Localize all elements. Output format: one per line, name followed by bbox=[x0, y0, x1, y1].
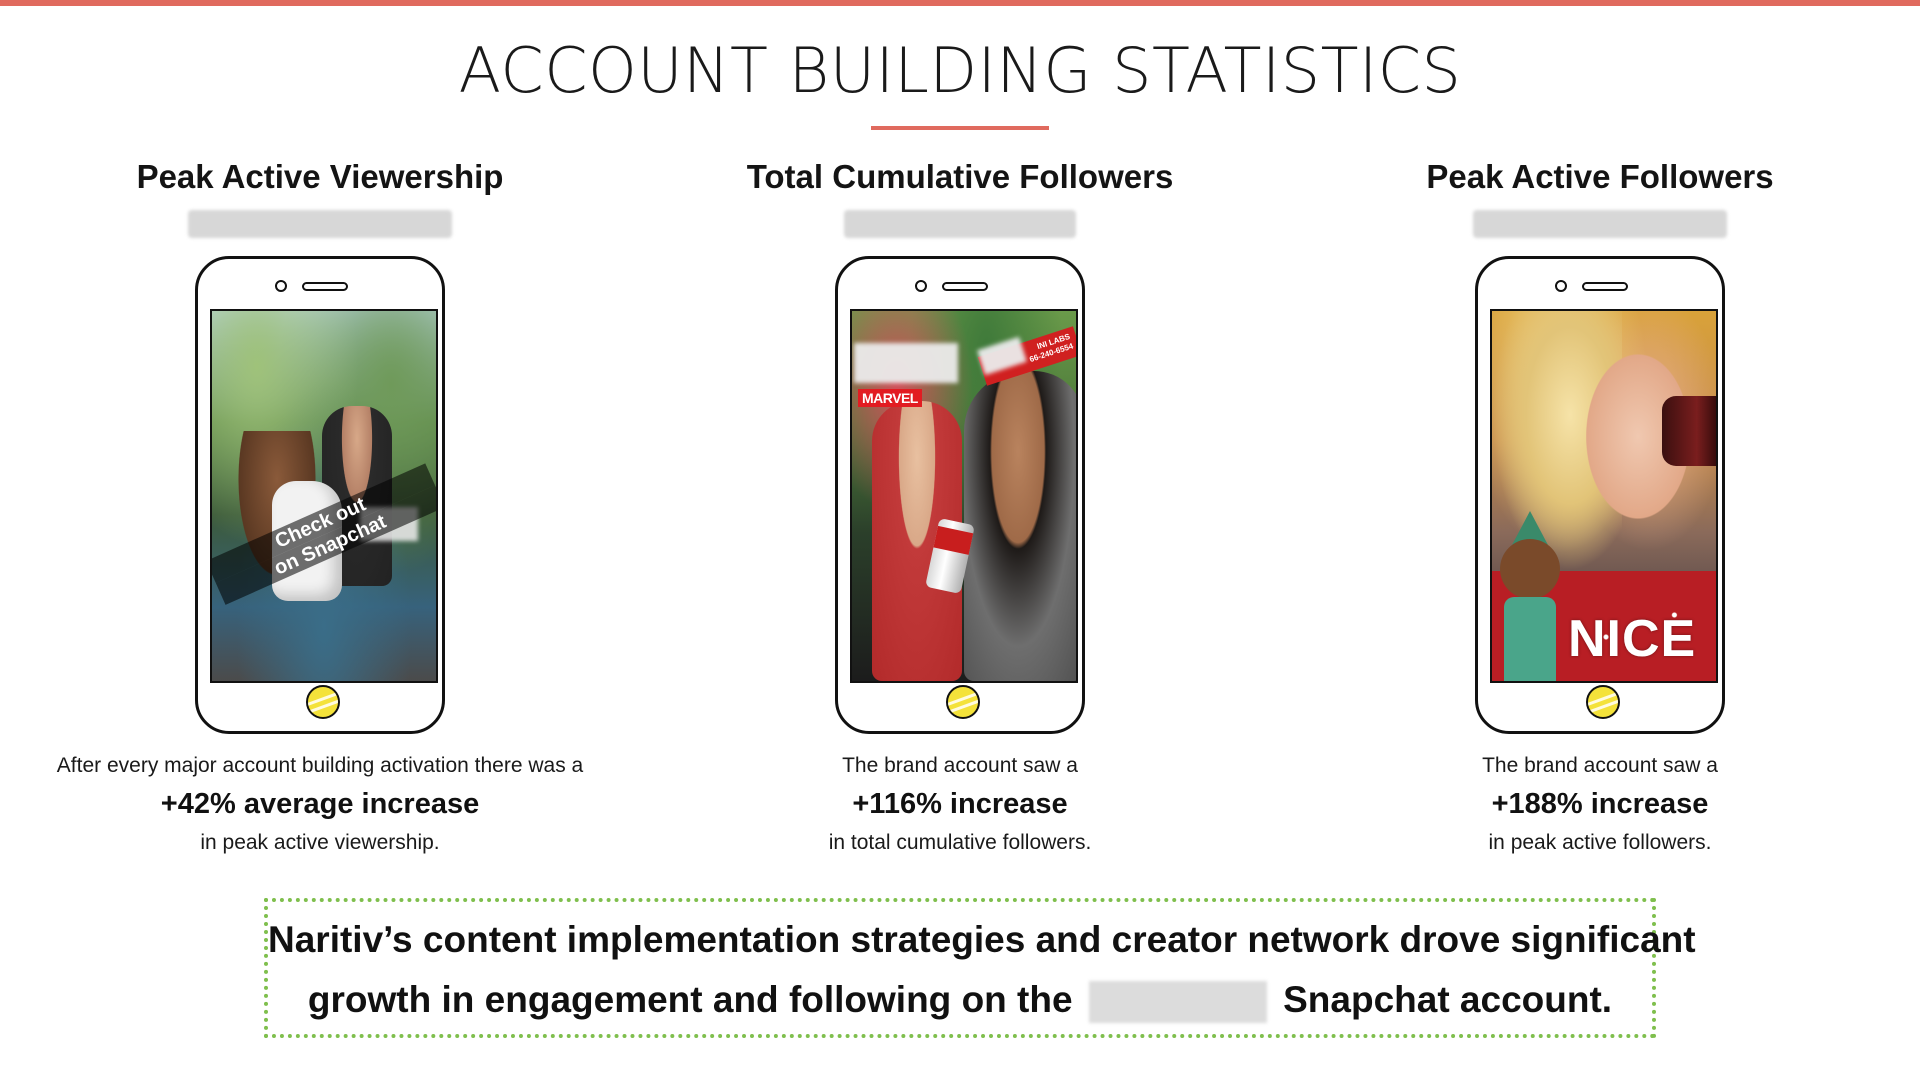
snapchat-screenshot: MARVEL INI LABS 66-240-6554 bbox=[850, 309, 1078, 683]
phone-mockup: Check out on Snapchat bbox=[195, 256, 445, 734]
stat-title: Peak Active Viewership bbox=[136, 158, 504, 195]
snapchat-screenshot: NICE bbox=[1490, 309, 1718, 683]
phone-speaker-icon bbox=[942, 282, 988, 291]
phone-camera-icon bbox=[915, 280, 927, 292]
elf-head bbox=[1500, 539, 1560, 599]
redacted-brand-name bbox=[1088, 981, 1267, 1024]
stat-title: Peak Active Followers bbox=[1426, 158, 1774, 195]
redacted-subtitle bbox=[1473, 210, 1727, 238]
stat-description-intro: The brand account saw a bbox=[1482, 754, 1718, 777]
title-underline bbox=[871, 126, 1049, 130]
stat-column-peak-active-viewership: Peak Active Viewership Check out on Snap… bbox=[0, 150, 640, 855]
summary-line-2-start: growth in engagement and following on th… bbox=[307, 979, 1073, 1020]
snapchat-home-button-icon bbox=[1586, 685, 1620, 719]
snapchat-home-button-icon bbox=[946, 685, 980, 719]
redacted-overlay bbox=[854, 343, 958, 383]
top-accent-bar bbox=[0, 0, 1920, 6]
phone-mockup: MARVEL INI LABS 66-240-6554 bbox=[835, 256, 1085, 734]
stat-highlight: +116% increase bbox=[852, 788, 1068, 820]
stat-highlight: +42% average increase bbox=[160, 788, 480, 820]
snapchat-screenshot: Check out on Snapchat bbox=[210, 309, 438, 683]
summary-line-1: Naritiv’s content implementation strateg… bbox=[268, 919, 1696, 960]
photo-person bbox=[964, 371, 1076, 681]
summary-line-2: growth in engagement and following on th… bbox=[268, 970, 1652, 1030]
phone-speaker-icon bbox=[1582, 282, 1628, 291]
marvel-logo: MARVEL bbox=[858, 389, 922, 407]
stat-description-intro: The brand account saw a bbox=[842, 754, 1078, 777]
stat-description-intro: After every major account building activ… bbox=[56, 754, 584, 777]
stat-title: Total Cumulative Followers bbox=[746, 158, 1174, 195]
elf-sticker bbox=[1496, 511, 1566, 681]
stat-column-total-cumulative-followers: Total Cumulative Followers MARVEL INI LA… bbox=[640, 150, 1280, 855]
snapchat-home-button-icon bbox=[306, 685, 340, 719]
elf-body bbox=[1504, 597, 1556, 681]
phone-camera-icon bbox=[275, 280, 287, 292]
snap-sticker-text: NICE bbox=[1568, 610, 1697, 668]
photo-bottle bbox=[1662, 396, 1716, 466]
page-title: ACCOUNT BUILDING STATISTICS bbox=[458, 34, 1462, 107]
phone-speaker-icon bbox=[302, 282, 348, 291]
stat-description-outro: in peak active followers. bbox=[1488, 831, 1712, 854]
stat-column-peak-active-followers: Peak Active Followers NICE The brand acc… bbox=[1280, 150, 1920, 855]
redacted-subtitle bbox=[188, 210, 452, 238]
phone-camera-icon bbox=[1555, 280, 1567, 292]
summary-callout: Naritiv’s content implementation strateg… bbox=[264, 898, 1696, 1038]
stat-description-outro: in total cumulative followers. bbox=[828, 831, 1092, 854]
stat-highlight: +188% increase bbox=[1491, 788, 1709, 820]
phone-mockup: NICE bbox=[1475, 256, 1725, 734]
stat-description-outro: in peak active viewership. bbox=[200, 831, 440, 854]
redacted-subtitle bbox=[844, 210, 1076, 238]
summary-line-2-end: Snapchat account. bbox=[1283, 979, 1613, 1020]
